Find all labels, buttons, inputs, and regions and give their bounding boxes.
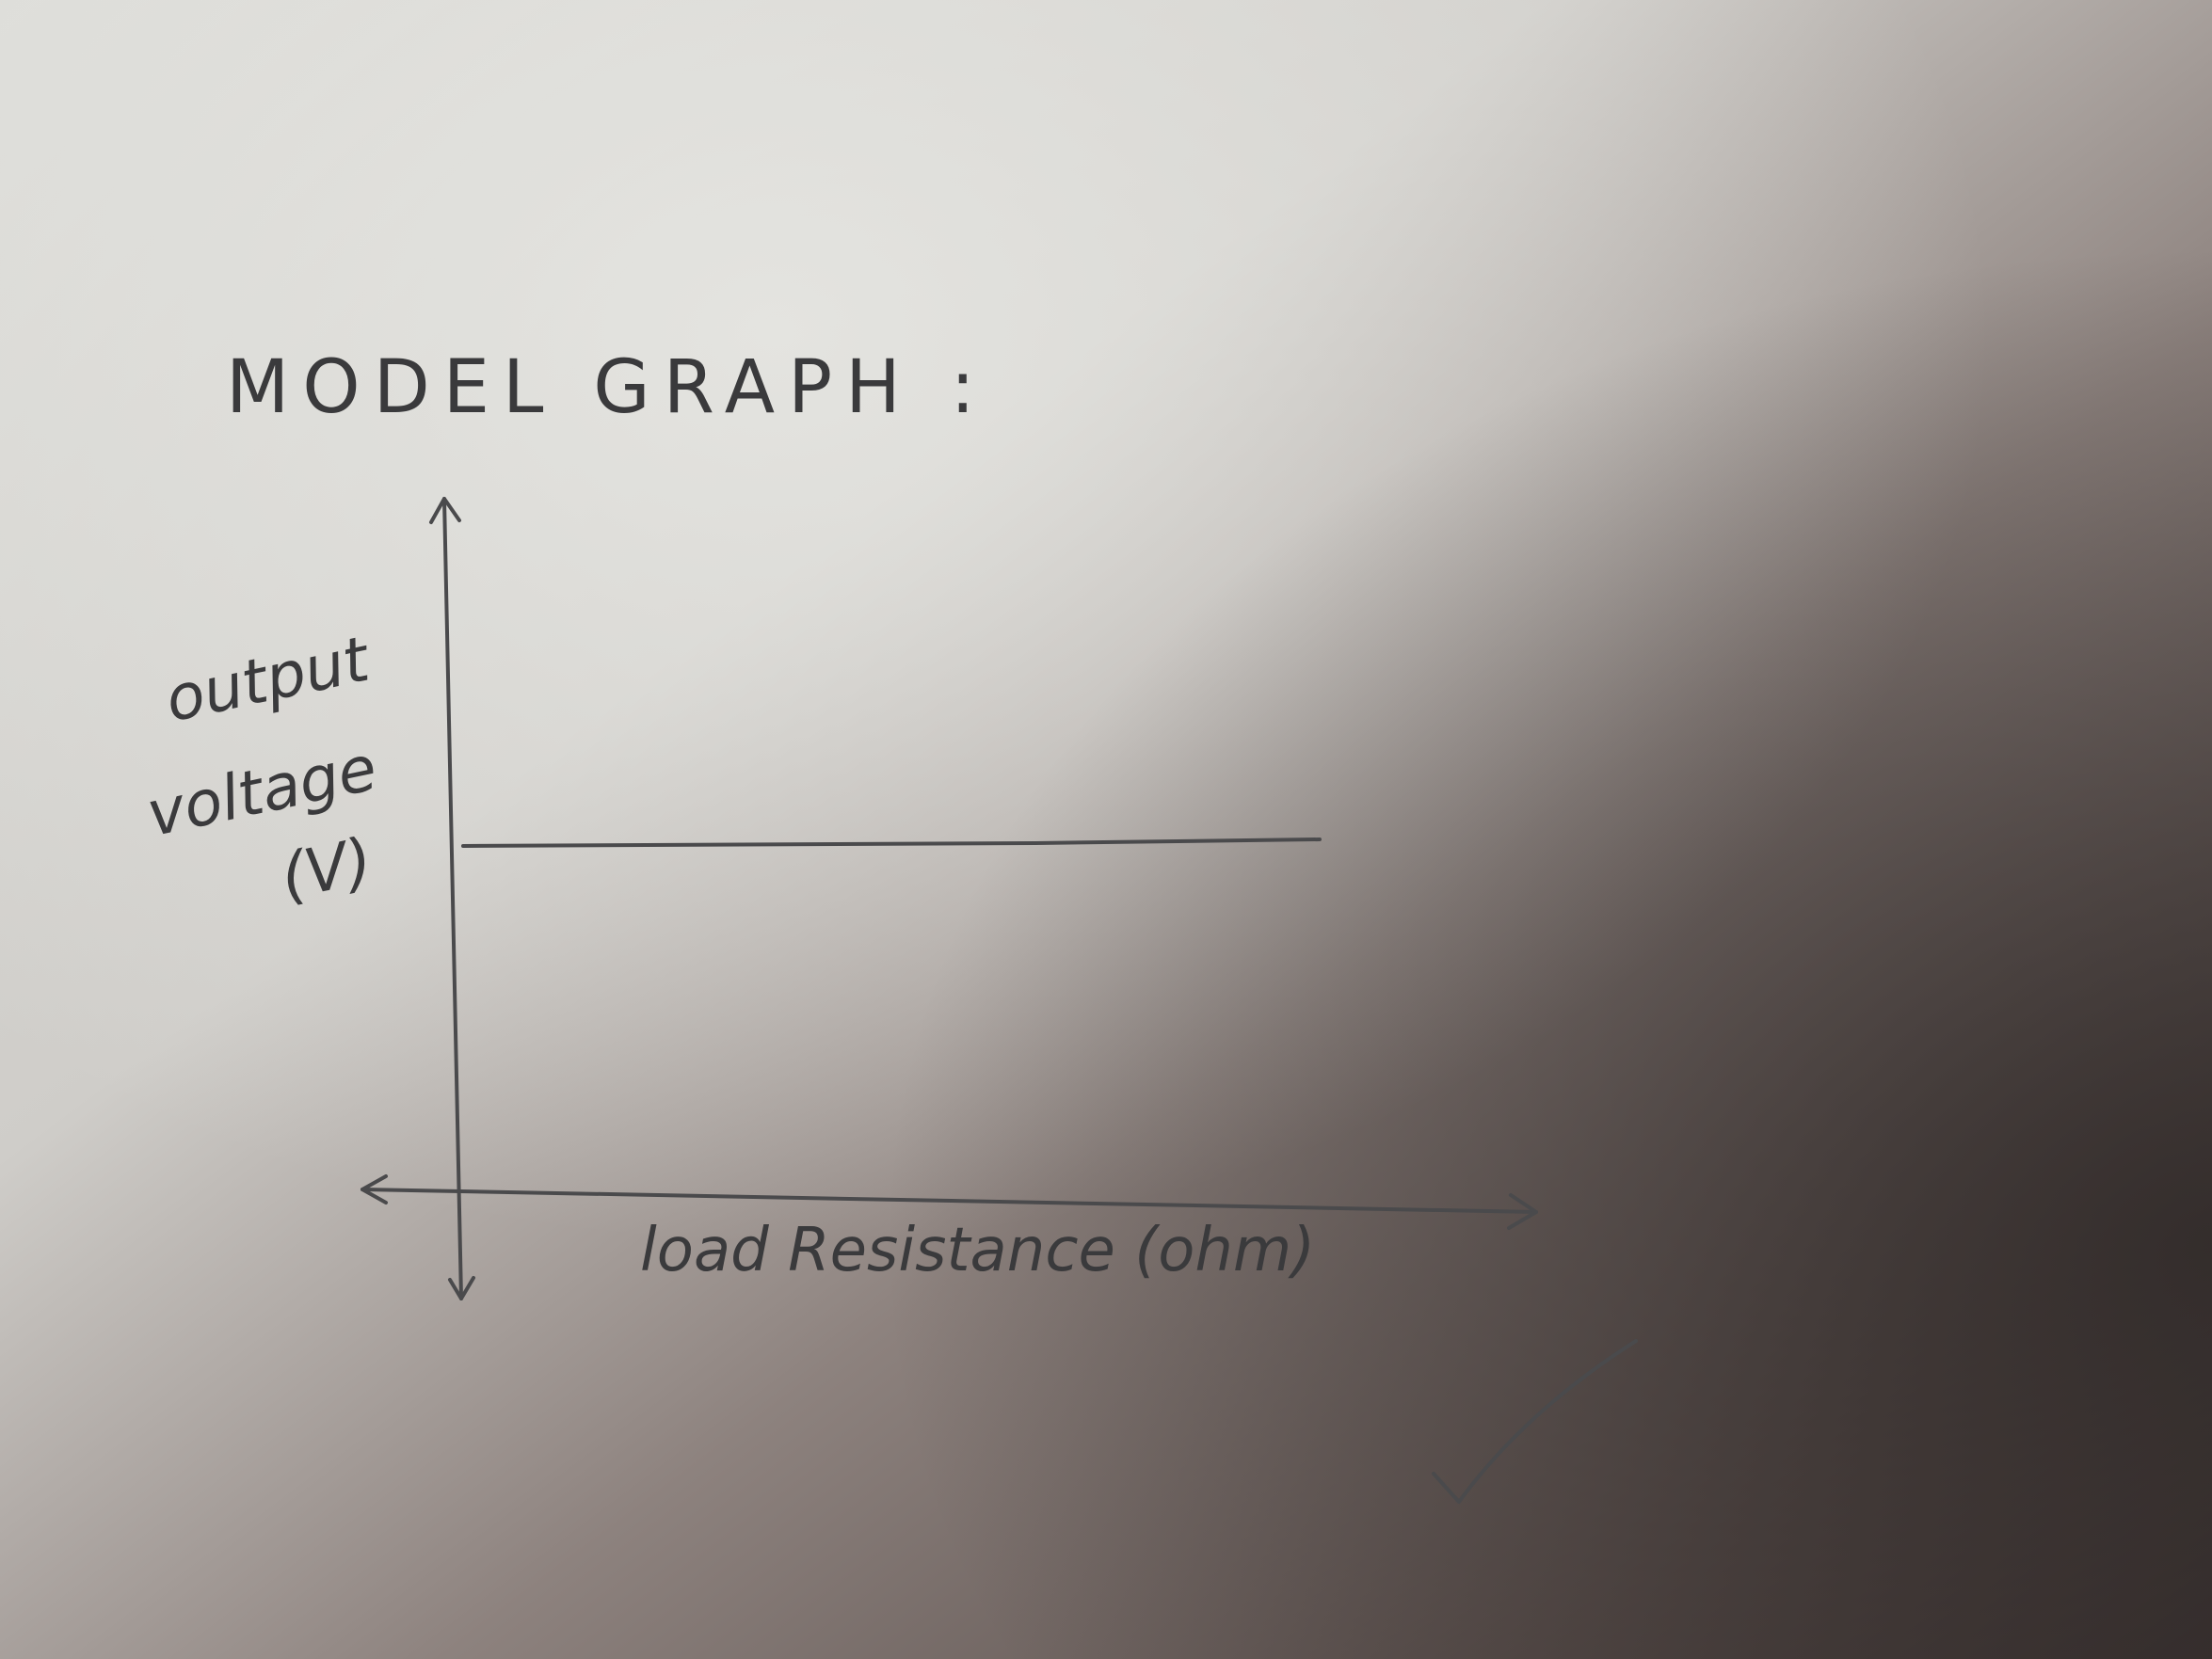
x-axis xyxy=(361,1188,1538,1214)
x-arrow xyxy=(1507,1193,1538,1230)
x-label: load Resistance (ohm) xyxy=(640,1216,1315,1285)
check-mark xyxy=(1432,1339,1638,1504)
y-arrow-down xyxy=(448,1276,475,1300)
output-line xyxy=(461,837,1322,848)
y-axis xyxy=(442,497,463,1300)
y-arrow xyxy=(429,497,461,524)
x-arrow-left xyxy=(361,1174,388,1204)
title: MODEL GRAPH : xyxy=(226,345,988,430)
